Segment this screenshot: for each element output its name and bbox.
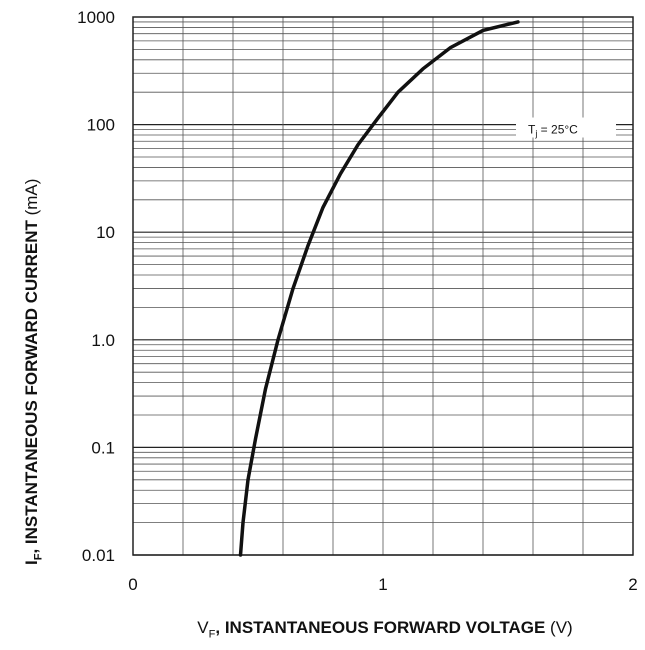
y-tick-label: 1.0	[91, 331, 115, 350]
y-axis-label-text: , INSTANTANEOUS FORWARD CURRENT	[22, 220, 41, 554]
grid-lines	[132, 17, 634, 556]
plot-border	[132, 16, 634, 556]
y-axis-label-sub: F	[32, 553, 45, 561]
x-tick-labels: 0 1 2	[128, 575, 637, 594]
plot-frame	[132, 16, 634, 556]
x-tick-label: 1	[378, 575, 387, 594]
x-axis-label-main: V	[197, 618, 209, 637]
y-tick-label: 0.1	[91, 438, 115, 457]
x-axis-label-sub: F	[208, 628, 216, 641]
x-axis-label-text: , INSTANTANEOUS FORWARD VOLTAGE	[215, 618, 546, 637]
x-tick-label: 2	[628, 575, 637, 594]
annotation-text: Tj = 25°C	[528, 123, 578, 139]
y-axis-label-unit: (mA)	[22, 178, 41, 221]
x-axis-label: VF, INSTANTANEOUS FORWARD VOLTAGE (V)	[130, 618, 640, 640]
x-tick-label: 0	[128, 575, 137, 594]
x-axis-label-unit: (V)	[545, 618, 573, 637]
y-tick-label: 0.01	[82, 546, 115, 565]
annotation-bg	[516, 117, 616, 138]
y-tick-labels: 1000 100 10 1.0 0.1 0.01	[77, 8, 115, 565]
y-axis-label: IF, INSTANTANEOUS FORWARD CURRENT (mA)	[18, 0, 46, 565]
y-tick-label: 10	[96, 223, 115, 242]
temperature-annotation: Tj = 25°C	[516, 117, 616, 139]
y-tick-label: 100	[87, 116, 115, 135]
y-tick-label: 1000	[77, 8, 115, 27]
forward-current-curve	[238, 20, 520, 557]
y-axis-label-main: I	[22, 560, 41, 565]
